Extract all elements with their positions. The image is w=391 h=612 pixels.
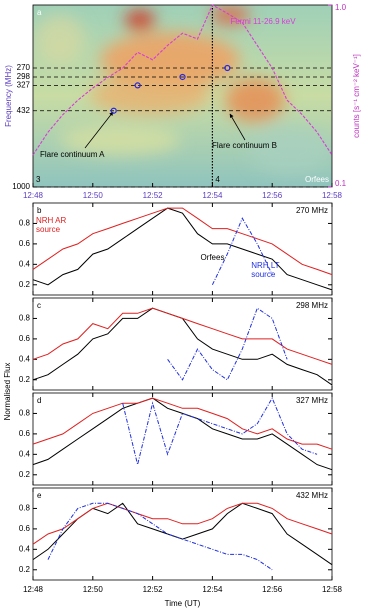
- panel-label: d: [37, 396, 41, 405]
- x-tick-label: 12:58: [322, 191, 343, 200]
- series-label-box: Orfees: [200, 253, 225, 262]
- annotation: Flare continuum B: [212, 141, 277, 150]
- source-marker: [110, 107, 117, 114]
- plot-frame: [32, 392, 333, 486]
- flux-line: [167, 307, 288, 381]
- x-tick-label: 12:56: [262, 191, 283, 200]
- y-tick-label: 0.6: [19, 429, 31, 438]
- x-tick-label: 12:56: [262, 585, 283, 594]
- flux-line: [211, 217, 273, 286]
- x-tick-label: 12:52: [143, 585, 164, 594]
- y-tick-label: 0.4: [19, 259, 31, 268]
- flux-line: [32, 207, 333, 276]
- flux-line: [47, 502, 273, 571]
- x-tick-label: 12:54: [202, 191, 223, 200]
- source-marker: [134, 82, 141, 89]
- panel-title: 298 MHz: [296, 301, 328, 310]
- y-tick-label: 0.4: [19, 544, 31, 553]
- plot-frame: [32, 297, 333, 391]
- y-tick-label: 0.4: [19, 354, 31, 363]
- source-marker: [179, 73, 186, 81]
- y2-tick-label: 1.0: [335, 3, 347, 12]
- x-tick-label: 12:52: [143, 191, 164, 200]
- y-tick-label: 0.6: [19, 334, 31, 343]
- y-axis-label: Frequency (MHz): [4, 65, 13, 127]
- arrow: [229, 113, 246, 141]
- y-tick-label: 270: [17, 63, 31, 72]
- y-tick-label: 327: [17, 81, 31, 90]
- flux-line: [32, 307, 333, 386]
- panel-label: c: [37, 301, 41, 310]
- panel-title: 327 MHz: [296, 396, 328, 405]
- y-tick-label: 0.4: [19, 449, 31, 458]
- flux-line: [32, 397, 333, 471]
- flux-line: [32, 502, 333, 566]
- y-axis-label: Normalised Flux: [3, 363, 12, 421]
- panel-title: 270 MHz: [296, 206, 328, 215]
- y2-tick-label: 0.1: [335, 179, 347, 188]
- fermi-line: [32, 4, 333, 156]
- series-label-box: NRH AR source: [36, 216, 67, 234]
- flux-line: [32, 207, 333, 291]
- y-tick-label: 0.2: [19, 565, 31, 574]
- panel-label: b: [37, 206, 42, 215]
- x-axis-label: Time (UT): [165, 599, 201, 608]
- flux-line: [122, 396, 318, 465]
- y-tick-label: 0.8: [19, 314, 31, 323]
- arrow: [84, 111, 114, 149]
- flux-line: [32, 397, 333, 450]
- y-tick-label: 1000: [12, 182, 30, 191]
- y-tick-label: 0.6: [19, 239, 31, 248]
- y-tick-label: 0.6: [19, 524, 31, 533]
- series-label: NRH AR source: [36, 216, 67, 234]
- corner-label: 4: [215, 175, 220, 184]
- x-tick-label: 12:48: [23, 191, 44, 200]
- y2-axis-label: counts [s⁻¹ cm⁻² keV⁻¹]: [352, 54, 361, 138]
- panel-title: 432 MHz: [296, 491, 328, 500]
- series-label-box: NRH LT source: [251, 261, 280, 279]
- panel-label: e: [37, 491, 42, 500]
- panel-label: a: [37, 8, 42, 17]
- series-label: Orfees: [200, 253, 225, 262]
- instrument-label: Orfees: [305, 175, 329, 184]
- y-tick-label: 298: [17, 72, 31, 81]
- series-label: Fermi 11-26.9 keV: [230, 17, 296, 26]
- x-tick-label: 12:54: [202, 585, 223, 594]
- spectrogram-image: [33, 5, 332, 187]
- y-tick-label: 0.8: [19, 409, 31, 418]
- flux-line: [32, 502, 333, 545]
- y-tick-label: 0.2: [19, 470, 31, 479]
- y-tick-label: 432: [17, 106, 31, 115]
- corner-label: 3: [36, 175, 41, 184]
- annotation: Flare continuum A: [40, 150, 105, 159]
- source-marker: [224, 64, 231, 72]
- x-tick-label: 12:58: [322, 585, 343, 594]
- x-tick-label: 12:50: [83, 585, 104, 594]
- y-tick-label: 0.2: [19, 375, 31, 384]
- plot-frame: [32, 202, 333, 296]
- x-tick-label: 12:50: [83, 191, 104, 200]
- x-tick-label: 12:48: [23, 585, 44, 594]
- series-label: NRH LT source: [251, 261, 280, 279]
- y-tick-label: 0.2: [19, 280, 31, 289]
- flux-line: [32, 307, 333, 365]
- y-tick-label: 0.8: [19, 504, 31, 513]
- y-tick-label: 0.8: [19, 219, 31, 228]
